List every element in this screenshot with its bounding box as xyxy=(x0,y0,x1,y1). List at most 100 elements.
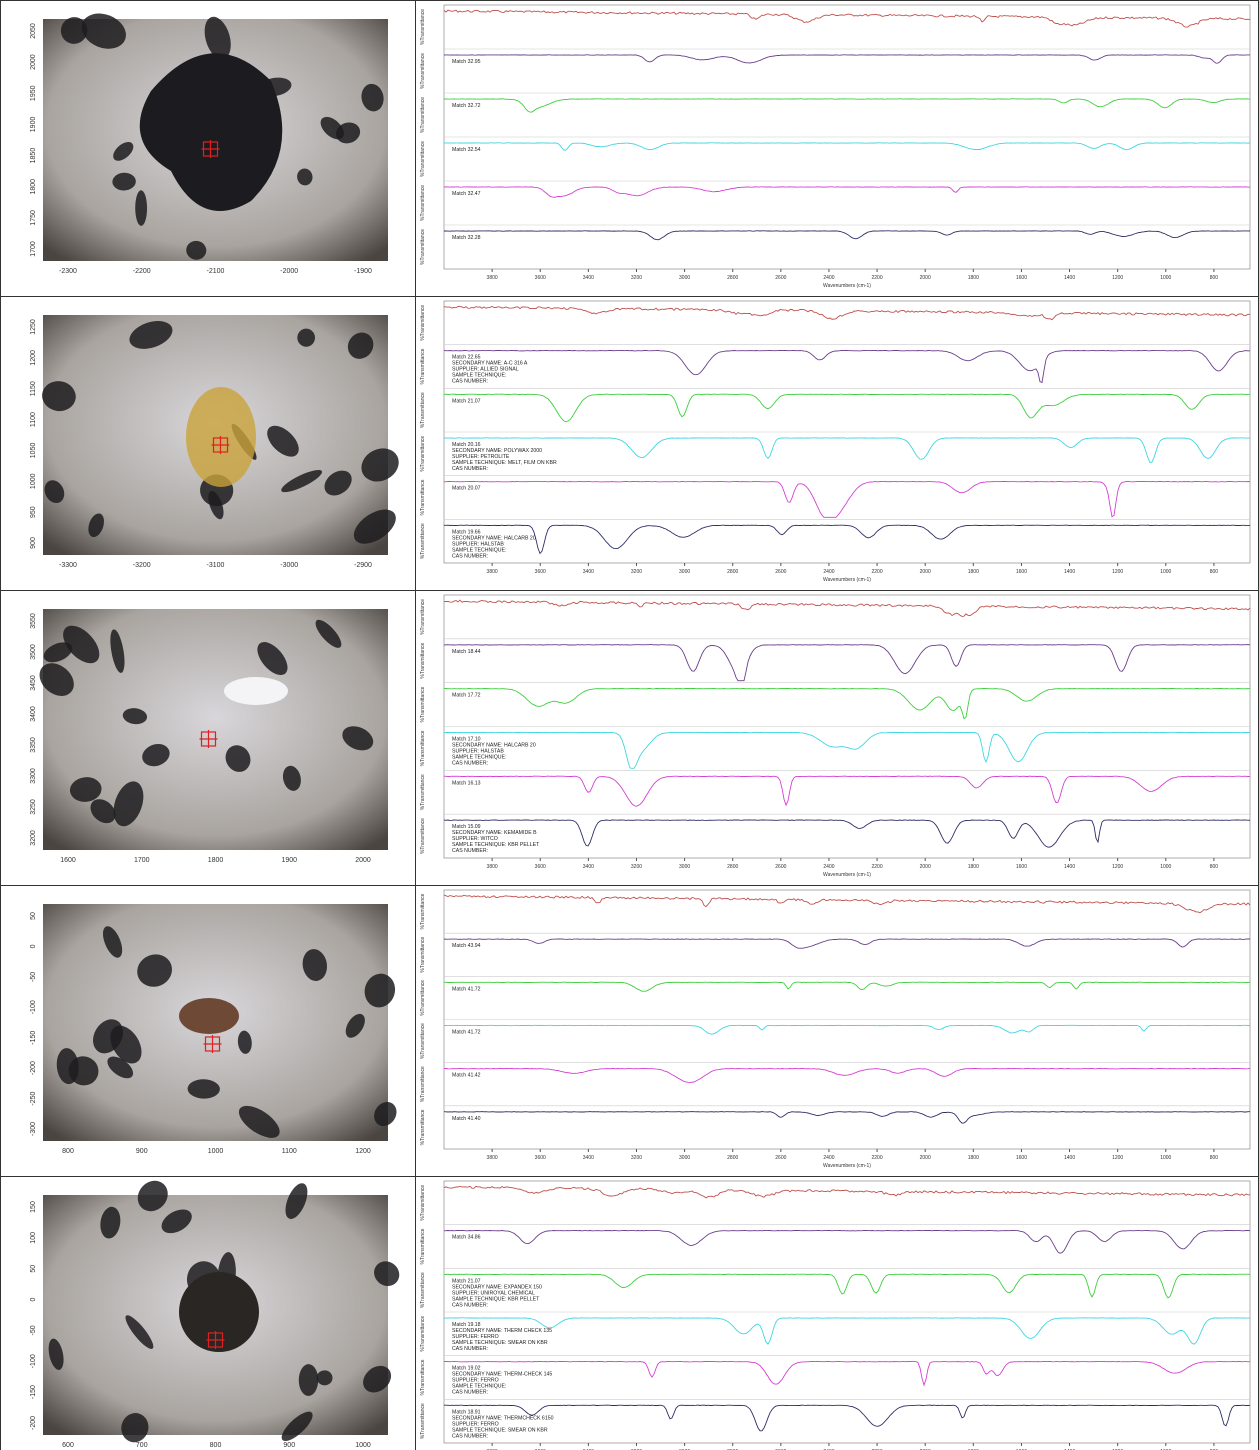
x-tick-label: 1100 xyxy=(282,1148,297,1155)
y-tick-label: 3550 xyxy=(30,613,37,629)
x-tick-label: -2100 xyxy=(207,268,225,275)
x-tick-label: 1600 xyxy=(1016,1155,1027,1161)
micrograph: -3300-3200-3100-3000-2900125012001150110… xyxy=(1,297,415,585)
x-tick-label: 3800 xyxy=(487,569,498,575)
match-label: CAS NUMBER: xyxy=(452,553,488,559)
y-axis-label: %Transmittance xyxy=(420,185,426,221)
x-tick-label: 1800 xyxy=(968,275,979,281)
x-axis-label: Wavenumbers (cm-1) xyxy=(823,1163,871,1169)
x-tick-label: 600 xyxy=(62,1442,74,1449)
y-tick-label: 50 xyxy=(30,912,37,920)
y-axis-label: %Transmittance xyxy=(420,730,426,766)
x-tick-label: 2400 xyxy=(823,864,834,870)
x-axis-label: Wavenumbers (cm-1) xyxy=(823,577,871,583)
x-tick-label: 1800 xyxy=(968,1155,979,1161)
y-axis-label: %Transmittance xyxy=(420,599,426,635)
x-tick-label: 3600 xyxy=(535,1155,546,1161)
x-tick-label: 3000 xyxy=(679,864,690,870)
x-tick-label: 1200 xyxy=(1112,1155,1123,1161)
y-tick-label: 1950 xyxy=(30,85,37,101)
x-tick-label: 800 xyxy=(210,1442,222,1449)
match-label: Match 41.72 xyxy=(452,986,481,992)
y-axis-label: %Transmittance xyxy=(420,436,426,472)
x-tick-label: 1400 xyxy=(1064,864,1075,870)
x-tick-label: 2200 xyxy=(872,275,883,281)
x-tick-label: 3600 xyxy=(535,569,546,575)
x-tick-label: 3000 xyxy=(679,1155,690,1161)
x-axis-label: Wavenumbers (cm-1) xyxy=(823,283,871,289)
y-tick-label: -150 xyxy=(30,1385,37,1399)
x-tick-label: 900 xyxy=(136,1148,148,1155)
x-tick-label: 1600 xyxy=(60,857,76,864)
x-tick-label: -3200 xyxy=(133,562,151,569)
y-axis-label: %Transmittance xyxy=(420,479,426,515)
y-axis-label: %Transmittance xyxy=(420,893,426,929)
results-table: -2300-2200-2100-2000-1900205020001950190… xyxy=(0,0,1259,1450)
x-tick-label: 800 xyxy=(1210,1155,1219,1161)
y-tick-label: 1200 xyxy=(30,350,37,366)
match-label: CAS NUMBER: xyxy=(452,1390,488,1396)
spectra-cell: 3800360034003200300028002600240022002000… xyxy=(416,591,1259,886)
x-tick-label: 2000 xyxy=(920,275,931,281)
y-tick-label: 900 xyxy=(30,537,37,549)
y-tick-label: 1850 xyxy=(30,148,37,164)
x-tick-label: -3300 xyxy=(59,562,77,569)
spectra-cell: 3800360034003200300028002600240022002000… xyxy=(416,297,1259,591)
y-tick-label: -50 xyxy=(30,1325,37,1335)
x-tick-label: 1600 xyxy=(1016,864,1027,870)
y-axis-label: %Transmittance xyxy=(420,523,426,559)
x-tick-label: 1900 xyxy=(281,857,297,864)
y-tick-label: 1100 xyxy=(30,412,37,427)
table-row: 800900100011001200500-50-100-150-200-250… xyxy=(1,886,1259,1177)
table-row: 6007008009001000150100500-50-100-150-200… xyxy=(1,1177,1259,1450)
match-label: Match 41.72 xyxy=(452,1030,481,1036)
x-tick-label: 3600 xyxy=(535,864,546,870)
y-axis-label: %Transmittance xyxy=(420,53,426,89)
x-tick-label: -2300 xyxy=(59,268,77,275)
y-tick-label: -100 xyxy=(30,1354,37,1368)
x-tick-label: -3100 xyxy=(207,562,225,569)
y-axis-label: %Transmittance xyxy=(420,97,426,133)
y-tick-label: -100 xyxy=(30,1000,37,1014)
match-label: Match 32.47 xyxy=(452,191,481,197)
match-label: CAS NUMBER: xyxy=(452,1433,488,1439)
micrograph: -2300-2200-2100-2000-1900205020001950190… xyxy=(1,1,415,291)
match-label: CAS NUMBER: xyxy=(452,1302,488,1308)
y-tick-label: 3300 xyxy=(30,768,37,784)
match-label: CAS NUMBER: xyxy=(452,848,488,854)
white-particle xyxy=(224,677,288,705)
x-tick-label: 1400 xyxy=(1064,569,1075,575)
y-axis-label: %Transmittance xyxy=(420,980,426,1016)
y-tick-label: 2000 xyxy=(30,54,37,70)
x-tick-label: 1000 xyxy=(355,1442,371,1449)
x-tick-label: 1800 xyxy=(968,864,979,870)
x-tick-label: -2000 xyxy=(280,268,298,275)
x-tick-label: 1200 xyxy=(1112,275,1123,281)
y-tick-label: 1050 xyxy=(30,443,37,459)
match-label: Match 32.54 xyxy=(452,147,481,153)
page: -2300-2200-2100-2000-1900205020001950190… xyxy=(0,0,1259,1450)
y-axis-label: %Transmittance xyxy=(420,643,426,679)
y-axis-label: %Transmittance xyxy=(420,305,426,341)
x-tick-label: 2600 xyxy=(775,864,786,870)
y-axis-label: %Transmittance xyxy=(420,392,426,428)
y-tick-label: 100 xyxy=(30,1232,37,1244)
table-row: 1600170018001900200035503500345034003350… xyxy=(1,591,1259,886)
y-axis-label: %Transmittance xyxy=(420,141,426,177)
y-axis-label: %Transmittance xyxy=(420,348,426,384)
table-row: -3300-3200-3100-3000-2900125012001150110… xyxy=(1,297,1259,591)
match-label: CAS NUMBER: xyxy=(452,466,488,472)
x-tick-label: 1400 xyxy=(1064,275,1075,281)
x-tick-label: 2600 xyxy=(775,1155,786,1161)
y-tick-label: 1800 xyxy=(30,179,37,195)
x-tick-label: 1000 xyxy=(1160,569,1171,575)
x-tick-label: -3000 xyxy=(280,562,298,569)
x-tick-label: 1200 xyxy=(355,1148,371,1155)
x-tick-label: 2200 xyxy=(872,864,883,870)
x-tick-label: 1600 xyxy=(1016,569,1027,575)
spectra-plot: 3800360034003200300028002600240022002000… xyxy=(416,591,1258,880)
x-tick-label: 1000 xyxy=(1160,1155,1171,1161)
y-axis-label: %Transmittance xyxy=(420,1272,426,1308)
x-tick-label: 2800 xyxy=(727,569,738,575)
